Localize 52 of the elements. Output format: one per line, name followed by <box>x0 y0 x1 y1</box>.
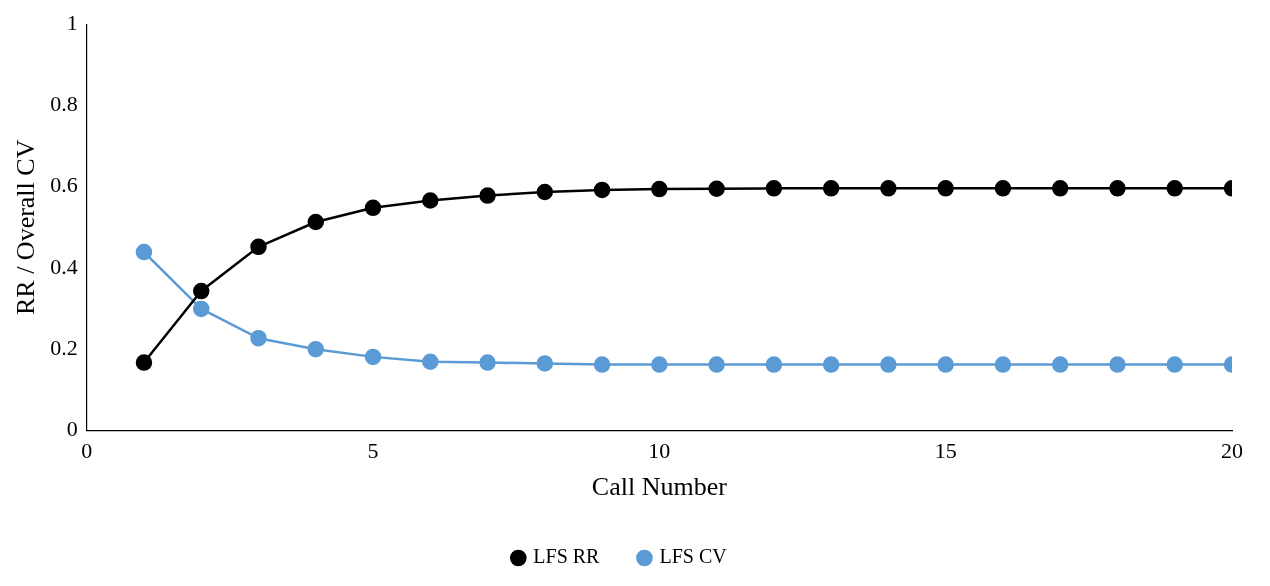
point <box>250 238 267 256</box>
point <box>593 356 611 373</box>
legend-label: LFS CV <box>659 545 728 568</box>
point <box>479 354 496 371</box>
point <box>651 356 668 373</box>
x-axis-title: Call Number <box>591 472 728 502</box>
point <box>1109 356 1126 373</box>
point <box>307 213 325 231</box>
y-tick-label: 1 <box>66 9 78 35</box>
y-tick-label: 0.4 <box>50 253 78 279</box>
point <box>479 187 496 204</box>
point <box>192 300 210 318</box>
point <box>1051 356 1069 373</box>
point <box>880 356 897 373</box>
point <box>937 180 954 197</box>
point <box>422 353 439 370</box>
point <box>1051 180 1069 197</box>
x-tick-label: 10 <box>648 438 671 464</box>
point <box>994 180 1012 197</box>
point <box>536 355 554 372</box>
point <box>994 356 1012 373</box>
point <box>765 180 783 197</box>
x-tick-label: 15 <box>934 438 957 464</box>
point <box>135 354 153 371</box>
point <box>822 180 840 197</box>
point <box>765 356 783 373</box>
point <box>135 243 153 261</box>
point <box>593 181 611 199</box>
y-tick-label: 0.2 <box>50 334 78 360</box>
y-tick-label: 0 <box>66 416 78 442</box>
point <box>708 180 725 197</box>
y-tick-label: 0.8 <box>50 91 78 117</box>
legend-label: LFS RR <box>533 545 601 568</box>
point <box>1166 356 1183 373</box>
point <box>250 329 267 347</box>
point <box>364 199 382 217</box>
point <box>422 192 439 209</box>
y-tick-label: 0.6 <box>50 172 78 198</box>
point <box>192 282 210 300</box>
point <box>536 183 554 201</box>
point <box>1109 180 1126 197</box>
x-tick-label: 20 <box>1221 438 1243 464</box>
y-axis-title: RR / Overall CV <box>11 139 41 316</box>
x-tick-label: 5 <box>367 438 379 464</box>
point <box>708 356 725 373</box>
point <box>937 356 954 373</box>
point <box>880 180 897 197</box>
point <box>822 356 840 373</box>
point <box>651 180 668 198</box>
point <box>1166 180 1183 197</box>
point <box>307 340 325 358</box>
point <box>364 348 382 366</box>
